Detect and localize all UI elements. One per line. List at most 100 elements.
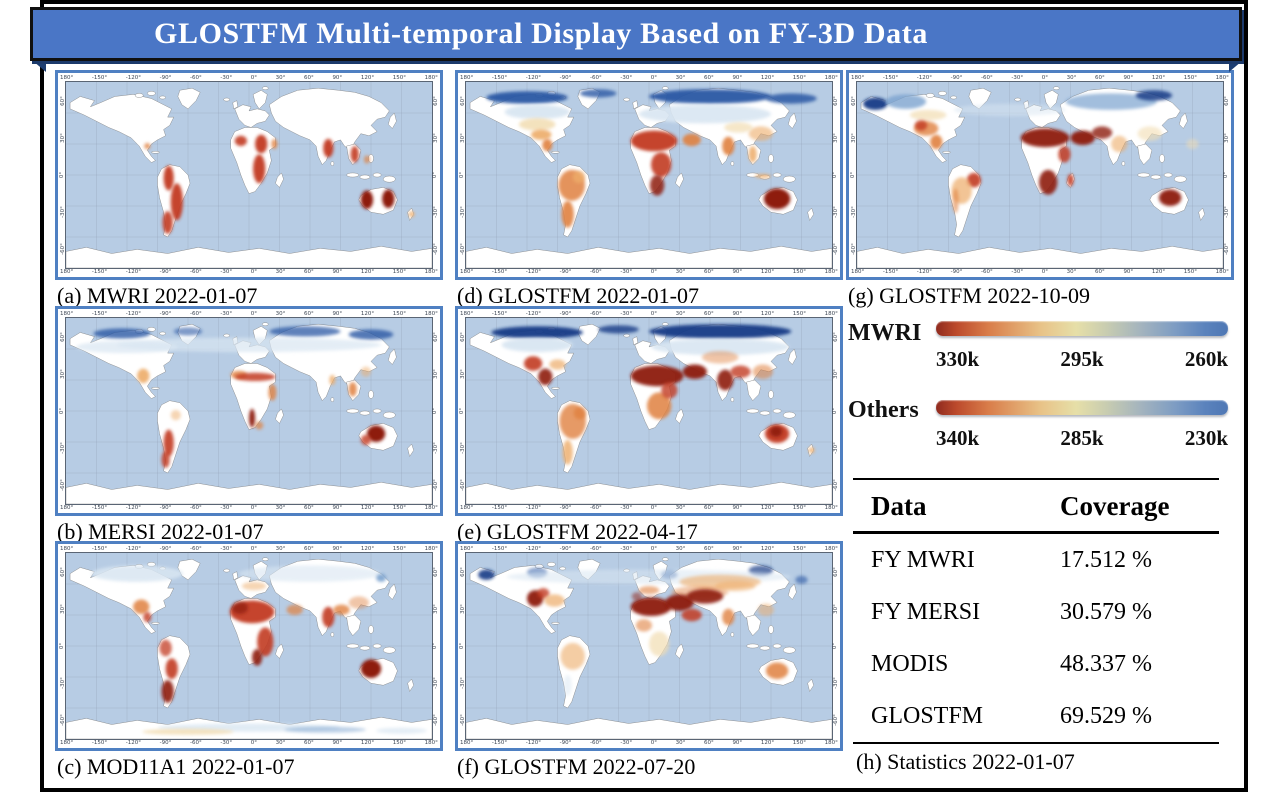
axis-tick-label: 30° bbox=[275, 75, 286, 81]
axis-tick-label: 150° bbox=[792, 311, 806, 317]
table-cell-dataset: GLOSTFM bbox=[871, 703, 984, 729]
axis-tick-label: -60° bbox=[981, 269, 993, 275]
table-header-data: Data bbox=[871, 491, 927, 521]
axis-tick-label: -60° bbox=[590, 505, 602, 511]
table-row: FY MERSI 30.579 % bbox=[853, 586, 1219, 638]
axis-tick-label: 60° bbox=[1095, 269, 1105, 275]
axis-tick-label: 0° bbox=[832, 407, 839, 415]
axis-tick-label: 30° bbox=[1223, 132, 1230, 143]
axis-tick-label: -60° bbox=[432, 479, 439, 492]
axis-tick-label: 0° bbox=[832, 171, 839, 179]
map-body: 60° 30° 0° -30° -60° 60° 30° 0° -30° -60° bbox=[459, 552, 839, 740]
world-map-g bbox=[856, 81, 1224, 269]
axis-tick-label: 0° bbox=[459, 407, 466, 415]
panel-caption-c: (c) MOD11A1 2022-01-07 bbox=[57, 754, 295, 779]
map-axis-ticks: 180° -150° -120° -90° -60° -30° 0° 30° 60° 90° 120… bbox=[59, 504, 439, 512]
map-axis-ticks: 180° -150° -120° -90° -60° -30° 0° 30° 60° 90° 120… bbox=[59, 545, 439, 553]
table-cell-coverage: 17.512 % bbox=[1060, 547, 1152, 573]
axis-tick-label: -150° bbox=[91, 505, 108, 511]
map-frame-b: 180° -150° -120° -90° -60° -30° 0° 30° 60° 90° 120… bbox=[55, 306, 443, 516]
axis-tick-label: -150° bbox=[91, 311, 108, 317]
colorbar-mwri bbox=[936, 321, 1228, 336]
axis-tick-label: 60° bbox=[459, 331, 466, 342]
axis-tick-label: -120° bbox=[916, 269, 932, 275]
colorbar-tick: 285k bbox=[1060, 426, 1104, 450]
figure-title: GLOSTFM Multi-temporal Display Based on … bbox=[154, 17, 928, 50]
map-axis-ticks: 60° 30° 0° -30° -60° bbox=[59, 553, 66, 739]
map-axis-ticks: 180° -150° -120° -90° -60° -30° 0° 30° 60° 90° 120… bbox=[459, 545, 839, 553]
axis-tick-label: 90° bbox=[332, 546, 343, 552]
axis-tick-label: 90° bbox=[732, 311, 743, 317]
axis-tick-label: -120° bbox=[125, 75, 141, 81]
table-rule-bottom bbox=[853, 742, 1219, 744]
axis-tick-label: 180° bbox=[60, 269, 74, 275]
axis-tick-label: 180° bbox=[824, 75, 838, 81]
axis-tick-label: 120° bbox=[760, 546, 775, 552]
axis-tick-label: 60° bbox=[304, 505, 314, 511]
axis-tick-label: -60° bbox=[190, 311, 202, 317]
map-frame-f: 180° -150° -120° -90° -60° -30° 0° 30° 60° 90° 120… bbox=[455, 541, 843, 751]
axis-tick-label: -60° bbox=[59, 714, 66, 727]
axis-tick-label: 0° bbox=[650, 546, 658, 552]
axis-tick-label: -60° bbox=[850, 243, 857, 256]
map-frame-d: 180° -150° -120° -90° -60° -30° 0° 30° 60° 90° 120… bbox=[455, 70, 843, 280]
panel-caption-f: (f) GLOSTFM 2022-07-20 bbox=[457, 754, 696, 779]
axis-tick-label: 90° bbox=[732, 75, 743, 81]
world-map-c bbox=[65, 552, 433, 740]
axis-tick-label: -60° bbox=[459, 714, 466, 727]
world-map-b bbox=[65, 317, 433, 505]
map-axis-ticks: 60° 30° 0° -30° -60° bbox=[59, 82, 66, 268]
axis-tick-label: -150° bbox=[491, 311, 508, 317]
table-row: MODIS 48.337 % bbox=[853, 638, 1219, 690]
axis-tick-label: 120° bbox=[1151, 269, 1166, 275]
axis-tick-label: -30° bbox=[220, 740, 233, 746]
colorbar-tick: 260k bbox=[1184, 347, 1228, 371]
axis-tick-label: 120° bbox=[760, 311, 775, 317]
axis-tick-label: 60° bbox=[432, 566, 439, 577]
axis-tick-label: -60° bbox=[590, 546, 602, 552]
axis-tick-label: -120° bbox=[525, 740, 541, 746]
axis-tick-label: 180° bbox=[1215, 269, 1229, 275]
colorbar-tick: 295k bbox=[1060, 347, 1104, 371]
axis-tick-label: 0° bbox=[1041, 269, 1049, 275]
axis-tick-label: -30° bbox=[620, 269, 633, 275]
stats-table: Data Coverage FY MWRI 17.512 % FY MERSI … bbox=[853, 478, 1219, 775]
axis-tick-label: 0° bbox=[650, 740, 658, 746]
world-map-e bbox=[465, 317, 833, 505]
axis-tick-label: -30° bbox=[59, 206, 66, 219]
axis-tick-label: -90° bbox=[950, 75, 963, 81]
axis-tick-label: -60° bbox=[190, 740, 202, 746]
axis-tick-label: -150° bbox=[491, 740, 508, 746]
axis-tick-label: 30° bbox=[459, 132, 466, 143]
axis-tick-label: -60° bbox=[59, 479, 66, 492]
axis-tick-label: 120° bbox=[360, 546, 375, 552]
axis-tick-label: 60° bbox=[304, 740, 314, 746]
axis-tick-label: -120° bbox=[125, 505, 141, 511]
axis-tick-label: -150° bbox=[882, 75, 899, 81]
axis-tick-label: -60° bbox=[590, 269, 602, 275]
axis-tick-label: 90° bbox=[332, 311, 343, 317]
axis-tick-label: -60° bbox=[190, 75, 202, 81]
axis-tick-label: 0° bbox=[459, 171, 466, 179]
map-panel-c: 180° -150° -120° -90° -60° -30° 0° 30° 60° 90° 120… bbox=[55, 541, 443, 780]
axis-tick-label: -150° bbox=[491, 269, 508, 275]
axis-tick-label: 30° bbox=[275, 740, 286, 746]
axis-tick-label: 90° bbox=[332, 75, 343, 81]
axis-tick-label: 0° bbox=[832, 642, 839, 650]
axis-tick-label: -60° bbox=[832, 479, 839, 492]
axis-tick-label: 30° bbox=[675, 740, 686, 746]
axis-tick-label: 60° bbox=[304, 311, 314, 317]
map-body: 60° 30° 0° -30° -60° 60° 30° 0° -30° -60° bbox=[59, 317, 439, 505]
axis-tick-label: 180° bbox=[460, 75, 474, 81]
world-map-f bbox=[465, 552, 833, 740]
axis-tick-label: 60° bbox=[1223, 95, 1230, 106]
axis-tick-label: -30° bbox=[459, 442, 466, 455]
axis-tick-label: 60° bbox=[459, 566, 466, 577]
axis-tick-label: 30° bbox=[675, 75, 686, 81]
axis-tick-label: 180° bbox=[460, 269, 474, 275]
axis-tick-label: 30° bbox=[275, 269, 286, 275]
axis-tick-label: 30° bbox=[850, 132, 857, 143]
axis-tick-label: -30° bbox=[432, 206, 439, 219]
axis-tick-label: -30° bbox=[220, 546, 233, 552]
axis-tick-label: -30° bbox=[832, 206, 839, 219]
